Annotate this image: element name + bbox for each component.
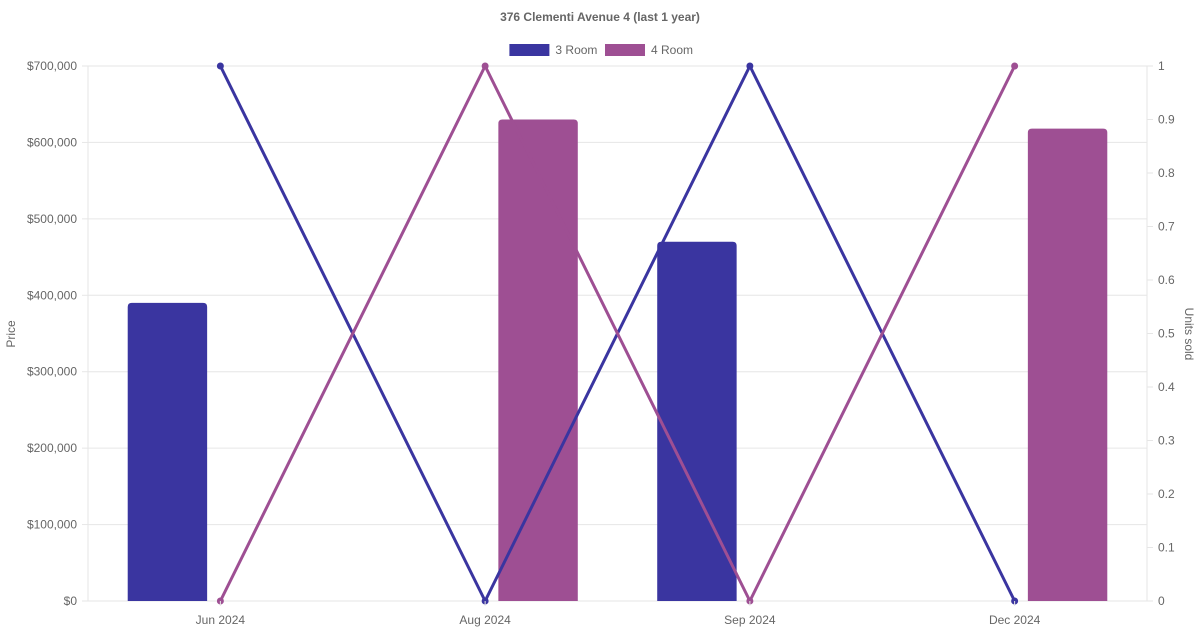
y-left-tick-label: $100,000 (27, 518, 77, 532)
point-4-room-units[interactable] (481, 62, 489, 70)
y-left-tick-label: $500,000 (27, 212, 77, 226)
legend-swatch (509, 44, 550, 56)
bar-3-room[interactable] (127, 302, 208, 601)
y-right-tick-label: 0.8 (1158, 166, 1175, 180)
x-tick-label: Sep 2024 (724, 613, 776, 627)
bar-4-room[interactable] (1027, 128, 1108, 601)
legend-label[interactable]: 3 Room (555, 43, 597, 57)
y-right-tick-label: 0.1 (1158, 541, 1175, 555)
lines (218, 64, 1017, 603)
y-left-tick-label: $400,000 (27, 288, 77, 302)
y-axis-left-title: Price (4, 320, 18, 348)
legend: 3 Room 4 Room (509, 43, 693, 57)
y-right-tick-label: 0.7 (1158, 220, 1175, 234)
x-tick-label: Jun 2024 (196, 613, 246, 627)
bars (127, 119, 1108, 602)
y-left-tick-label: $600,000 (27, 135, 77, 149)
x-tick-label: Aug 2024 (459, 613, 511, 627)
y-axis-right-title: Units sold (1182, 308, 1196, 361)
y-right-tick-label: 0.6 (1158, 273, 1175, 287)
axes: $0 $100,000 $200,000 $300,000 $400,000 $500,0… (27, 59, 1175, 627)
legend-swatch (605, 44, 645, 56)
bar-4-room[interactable] (498, 119, 578, 602)
y-left-tick-label: $300,000 (27, 365, 77, 379)
point-3-room-units[interactable] (216, 62, 224, 70)
y-right-tick-label: 0.4 (1158, 380, 1175, 394)
line-4-room-units (218, 64, 1017, 603)
y-right-tick-label: 0.5 (1158, 327, 1175, 341)
legend-label[interactable]: 4 Room (651, 43, 693, 57)
y-right-tick-label: 0.2 (1158, 487, 1175, 501)
y-right-tick-label: 0 (1158, 594, 1165, 608)
point-3-room-units[interactable] (746, 62, 754, 70)
y-right-tick-label: 0.9 (1158, 113, 1175, 127)
chart-title: 376 Clementi Avenue 4 (last 1 year) (500, 10, 700, 24)
gridlines (88, 65, 1147, 602)
y-left-tick-label: $700,000 (27, 59, 77, 73)
y-right-tick-label: 0.3 (1158, 434, 1175, 448)
point-4-room-units[interactable] (1011, 62, 1019, 70)
bar-3-room[interactable] (657, 241, 737, 602)
x-tick-label: Dec 2024 (989, 613, 1041, 627)
y-left-tick-label: $0 (64, 594, 78, 608)
y-right-tick-label: 1 (1158, 59, 1165, 73)
y-left-tick-label: $200,000 (27, 441, 77, 455)
